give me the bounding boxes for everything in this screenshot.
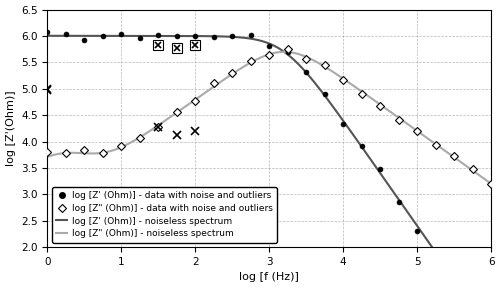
X-axis label: log [f (Hz)]: log [f (Hz)] [240, 272, 299, 283]
Legend: log [Z' (Ohm)] - data with noise and outliers, log [Z" (Ohm)] - data with noise : log [Z' (Ohm)] - data with noise and out… [52, 187, 277, 243]
Y-axis label: log [Z'(Ohm)]: log [Z'(Ohm)] [6, 90, 16, 166]
